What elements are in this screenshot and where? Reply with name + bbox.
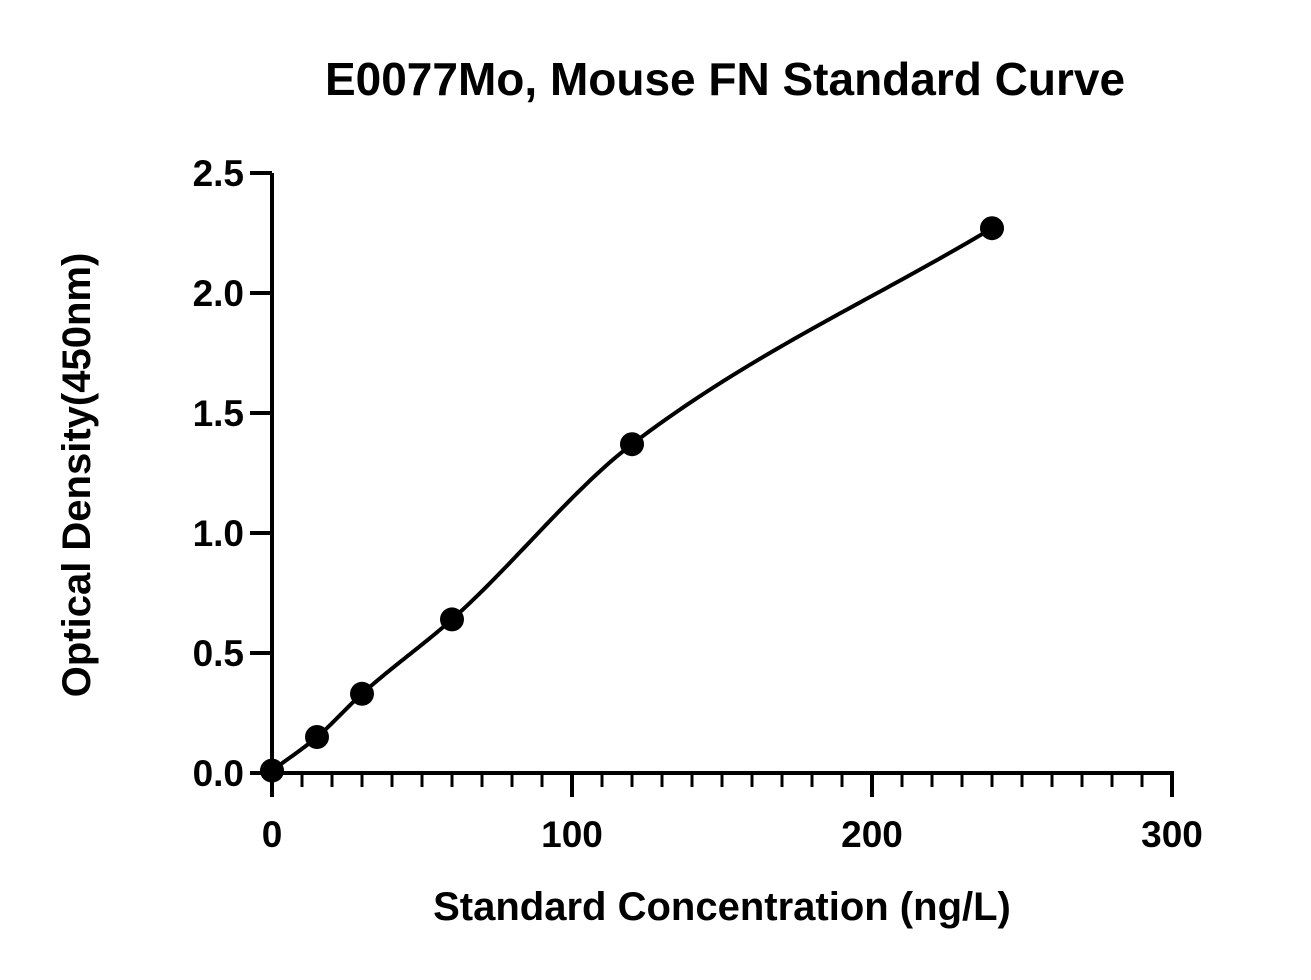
data-point <box>305 725 329 749</box>
x-tick-label: 300 <box>1141 814 1203 855</box>
y-tick-label: 1.5 <box>193 393 244 434</box>
y-axis-label: Optical Density(450nm) <box>55 253 99 698</box>
axes: 0.0 0.5 1.0 1.5 2.0 2.5 0 100 200 300 <box>193 153 1203 855</box>
y-tick-label: 2.5 <box>193 153 244 194</box>
data-point <box>260 758 284 783</box>
y-tick-label: 0.0 <box>193 753 244 794</box>
data-point <box>620 432 644 457</box>
x-axis-label: Standard Concentration (ng/L) <box>433 885 1011 929</box>
fit-curve <box>270 226 994 773</box>
data-point <box>440 607 464 632</box>
y-tick-label: 2.0 <box>193 273 244 314</box>
chart-title: E0077Mo, Mouse FN Standard Curve <box>325 53 1125 105</box>
y-tick-label: 1.0 <box>193 513 244 554</box>
fit-curve-group <box>270 226 994 773</box>
x-tick-label: 100 <box>541 814 603 855</box>
y-tick-label: 0.5 <box>193 633 244 674</box>
x-tick-label: 0 <box>262 814 283 855</box>
data-points <box>260 216 1004 783</box>
x-tick-label: 200 <box>841 814 903 855</box>
data-point <box>350 681 374 706</box>
data-point <box>980 216 1004 241</box>
